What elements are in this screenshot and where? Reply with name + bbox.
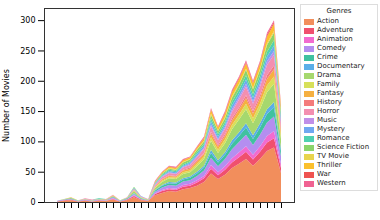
svg-text:250: 250 — [20, 46, 35, 55]
svg-text:300: 300 — [20, 16, 35, 25]
html-text:War: War — [317, 170, 331, 178]
html-text:Drama: Drama — [317, 71, 341, 79]
svg-text:0: 0 — [30, 198, 35, 207]
html-text:Genres: Genres — [326, 7, 352, 15]
html-text:Fantasy: Fantasy — [317, 89, 344, 97]
svg-text:200: 200 — [20, 77, 35, 86]
html-text:Horror: Horror — [317, 107, 340, 115]
html-text:Documentary: Documentary — [317, 62, 365, 70]
html-text:TV Movie: TV Movie — [317, 152, 349, 160]
html-text:Romance: Romance — [317, 134, 350, 142]
svg-text:100: 100 — [20, 137, 35, 146]
html-text:Crime: Crime — [317, 53, 338, 61]
html-text:Family: Family — [317, 80, 340, 88]
html-text:Music: Music — [317, 116, 337, 124]
html-text:Mystery: Mystery — [317, 125, 345, 133]
html-text:Comedy: Comedy — [317, 44, 346, 52]
html-text:Science Fiction: Science Fiction — [317, 143, 370, 151]
html-text:Action: Action — [317, 17, 339, 25]
html-text:Western: Western — [317, 179, 346, 187]
html-text:Animation: Animation — [317, 35, 353, 43]
html-text:History: History — [317, 98, 342, 106]
html-text:Thriller: Thriller — [317, 161, 342, 169]
svg-text:Number of Movies: Number of Movies — [2, 69, 11, 142]
svg-text:50: 50 — [25, 168, 35, 177]
html-text:Adventure: Adventure — [317, 26, 354, 34]
svg-text:150: 150 — [20, 107, 35, 116]
